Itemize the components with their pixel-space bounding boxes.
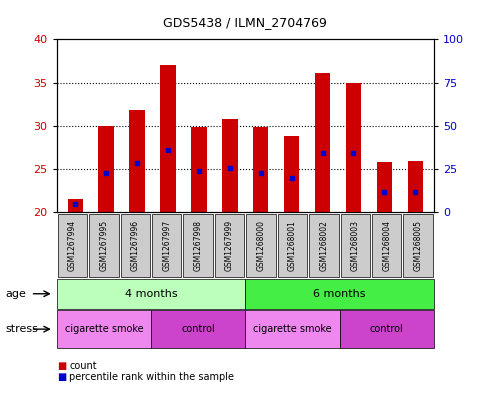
Text: GSM1268001: GSM1268001: [288, 220, 297, 271]
Text: percentile rank within the sample: percentile rank within the sample: [69, 372, 234, 382]
Bar: [129, 110, 145, 212]
Text: GSM1267997: GSM1267997: [162, 220, 171, 271]
Bar: [160, 65, 176, 212]
Text: cigarette smoke: cigarette smoke: [253, 324, 332, 334]
Text: GDS5438 / ILMN_2704769: GDS5438 / ILMN_2704769: [163, 16, 327, 29]
Bar: [191, 127, 207, 212]
Text: ■: ■: [57, 372, 66, 382]
Text: cigarette smoke: cigarette smoke: [65, 324, 143, 334]
Text: age: age: [5, 289, 26, 299]
Bar: [253, 127, 269, 212]
Bar: [222, 119, 238, 212]
Text: GSM1267995: GSM1267995: [99, 220, 108, 271]
Text: GSM1267999: GSM1267999: [225, 220, 234, 271]
Text: 4 months: 4 months: [125, 289, 177, 299]
Bar: [408, 161, 423, 212]
Bar: [315, 73, 330, 212]
Bar: [377, 162, 392, 212]
Text: GSM1268000: GSM1268000: [256, 220, 266, 271]
Bar: [284, 136, 299, 212]
Bar: [99, 126, 114, 212]
Text: control: control: [181, 324, 215, 334]
Text: ■: ■: [57, 361, 66, 371]
Text: control: control: [370, 324, 404, 334]
Text: GSM1268002: GSM1268002: [319, 220, 328, 271]
Text: GSM1267996: GSM1267996: [131, 220, 140, 271]
Bar: [346, 83, 361, 212]
Text: GSM1267994: GSM1267994: [68, 220, 77, 271]
Text: GSM1268004: GSM1268004: [382, 220, 391, 271]
Bar: [68, 199, 83, 212]
Text: stress: stress: [5, 324, 38, 334]
Text: GSM1268003: GSM1268003: [351, 220, 360, 271]
Text: count: count: [69, 361, 97, 371]
Text: 6 months: 6 months: [314, 289, 366, 299]
Text: GSM1267998: GSM1267998: [194, 220, 203, 271]
Text: GSM1268005: GSM1268005: [414, 220, 423, 271]
